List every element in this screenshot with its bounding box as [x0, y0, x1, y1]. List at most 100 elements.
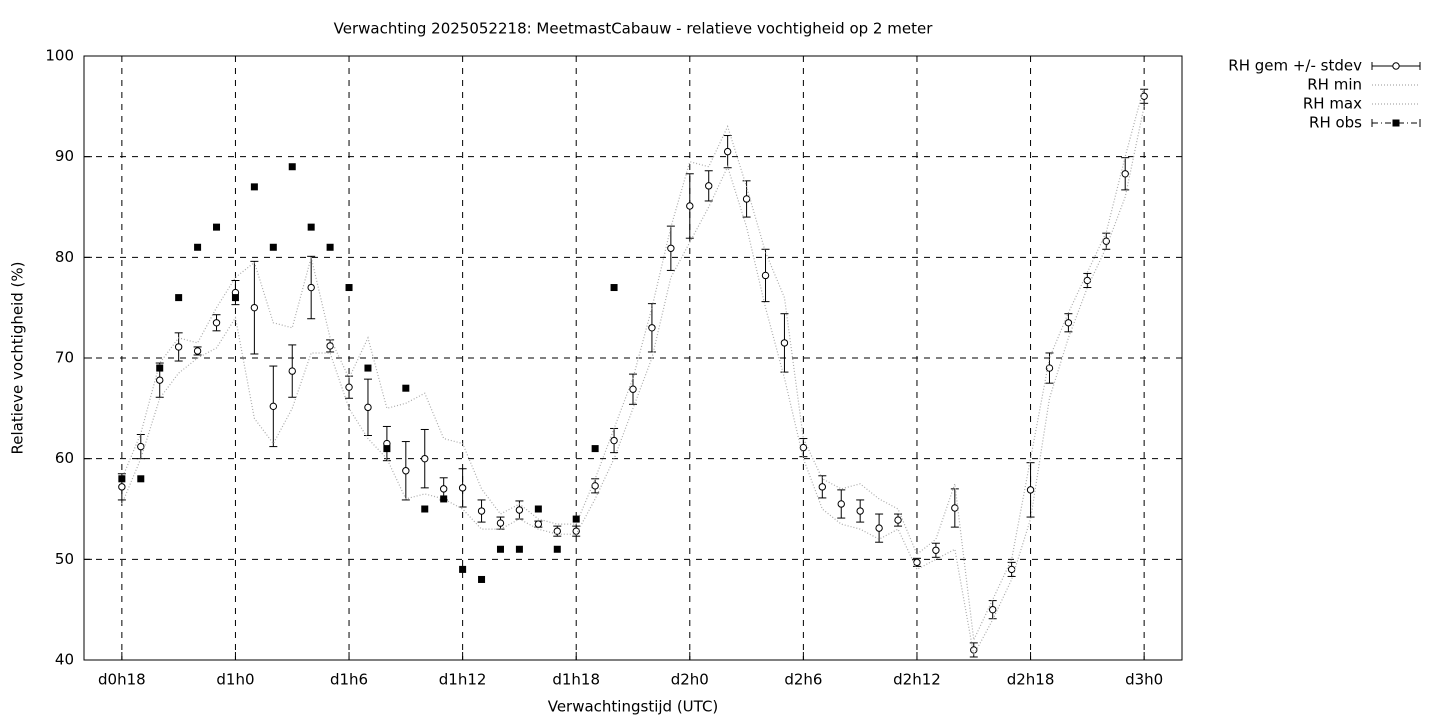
mean-point	[1121, 170, 1129, 178]
obs-point	[459, 565, 467, 573]
mean-point	[534, 520, 543, 528]
y-tick-label: 90	[55, 147, 74, 165]
obs-point	[364, 364, 372, 372]
obs-point	[307, 223, 315, 231]
mean-point	[193, 347, 202, 355]
legend-label: RH max	[1303, 95, 1362, 113]
mean-point	[875, 524, 883, 532]
mean-point	[951, 504, 959, 512]
obs-point	[213, 223, 221, 231]
mean-point	[496, 519, 505, 527]
y-tick-label: 60	[55, 449, 74, 467]
obs-point	[231, 294, 239, 302]
mean-point	[742, 195, 751, 203]
obs-point	[345, 284, 353, 292]
mean-point	[1083, 276, 1092, 285]
obs-point	[137, 475, 145, 483]
obs-point	[402, 384, 410, 392]
mean-point	[156, 376, 164, 384]
x-tick-label: d1h18	[552, 671, 600, 689]
mean-point	[648, 324, 656, 332]
x-axis-label: Verwachtingstijd (UTC)	[548, 698, 719, 716]
y-tick-label: 100	[45, 47, 74, 65]
mean-point	[1102, 237, 1110, 245]
y-tick-label: 80	[55, 248, 74, 266]
obs-point	[572, 515, 580, 523]
mean-point	[269, 402, 278, 411]
mean-point	[686, 202, 694, 210]
chart-title: Verwachting 2025052218: MeetmastCabauw -…	[334, 20, 934, 38]
mean-point	[610, 436, 618, 445]
x-tick-label: d2h12	[893, 671, 941, 689]
obs-point	[421, 505, 429, 513]
line-series	[121, 106, 1145, 657]
obs-point	[156, 364, 164, 372]
mean-point	[1026, 486, 1035, 494]
plot-frame	[83, 55, 1183, 661]
x-tick-label: d3h0	[1125, 671, 1163, 689]
mean-point	[458, 484, 467, 492]
obs-point	[591, 445, 599, 453]
mean-point	[1045, 364, 1054, 372]
legend-label: RH min	[1307, 76, 1362, 94]
obs-point	[553, 545, 561, 553]
obs-point	[269, 243, 277, 251]
obs-point	[288, 163, 296, 171]
mean-point	[515, 506, 524, 514]
mean-point	[477, 507, 486, 515]
obs-point	[440, 495, 448, 503]
mean-point	[970, 646, 978, 654]
mean-point	[667, 244, 675, 252]
mean-point	[326, 342, 334, 350]
obs-point	[610, 284, 618, 292]
mean-point	[553, 527, 561, 535]
mean-point	[705, 182, 713, 190]
y-tick-label: 50	[55, 550, 74, 568]
y-tick-label: 40	[55, 651, 74, 669]
mean-point	[345, 383, 353, 391]
obs-point	[383, 445, 391, 453]
mean-point	[818, 483, 827, 491]
mean-point	[212, 319, 221, 327]
x-tick-label: d1h12	[439, 671, 487, 689]
obs-point	[118, 475, 126, 483]
mean-point	[1007, 565, 1016, 574]
mean-point	[364, 403, 372, 412]
obs-point	[478, 575, 486, 583]
mean-point	[932, 546, 940, 554]
mean-point	[421, 454, 429, 463]
obs-point	[194, 243, 202, 251]
legend-marker	[1392, 119, 1400, 127]
mean-point	[1064, 319, 1073, 327]
mean-point	[137, 442, 145, 451]
line-series	[121, 86, 1145, 643]
mean-point	[723, 147, 732, 156]
mean-point	[439, 485, 448, 493]
mean-point	[988, 605, 997, 614]
x-tick-label: d2h0	[671, 671, 709, 689]
x-tick-label: d0h18	[98, 671, 146, 689]
mean-point	[799, 443, 808, 452]
mean-point	[856, 507, 864, 515]
mean-point	[174, 343, 183, 351]
mean-point	[761, 271, 770, 280]
obs-point	[326, 243, 334, 251]
obs-point	[515, 545, 523, 553]
x-tick-label: d1h0	[216, 671, 254, 689]
mean-point	[1140, 92, 1148, 100]
legend-label: RH obs	[1309, 114, 1362, 132]
mean-point	[780, 339, 789, 347]
mean-point	[894, 516, 902, 524]
legend-label: RH gem +/- stdev	[1228, 57, 1362, 75]
mean-point	[837, 500, 845, 508]
y-tick-label: 70	[55, 349, 74, 367]
mean-point	[629, 385, 637, 393]
obs-point	[496, 545, 504, 553]
mean-point	[913, 558, 921, 567]
mean-point	[591, 482, 599, 490]
x-tick-label: d1h6	[330, 671, 368, 689]
mean-point	[118, 483, 126, 491]
mean-point	[250, 303, 259, 312]
y-axis-label: Relatieve vochtigheid (%)	[9, 261, 27, 454]
